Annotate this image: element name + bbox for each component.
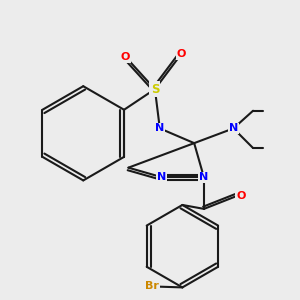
- Text: O: O: [121, 52, 130, 62]
- Text: N: N: [229, 123, 238, 134]
- Text: O: O: [177, 49, 186, 59]
- Text: O: O: [236, 191, 245, 201]
- Text: N: N: [157, 172, 166, 182]
- Text: Br: Br: [145, 281, 159, 291]
- Text: N: N: [200, 172, 208, 182]
- Text: N: N: [155, 123, 164, 134]
- Text: S: S: [151, 82, 159, 96]
